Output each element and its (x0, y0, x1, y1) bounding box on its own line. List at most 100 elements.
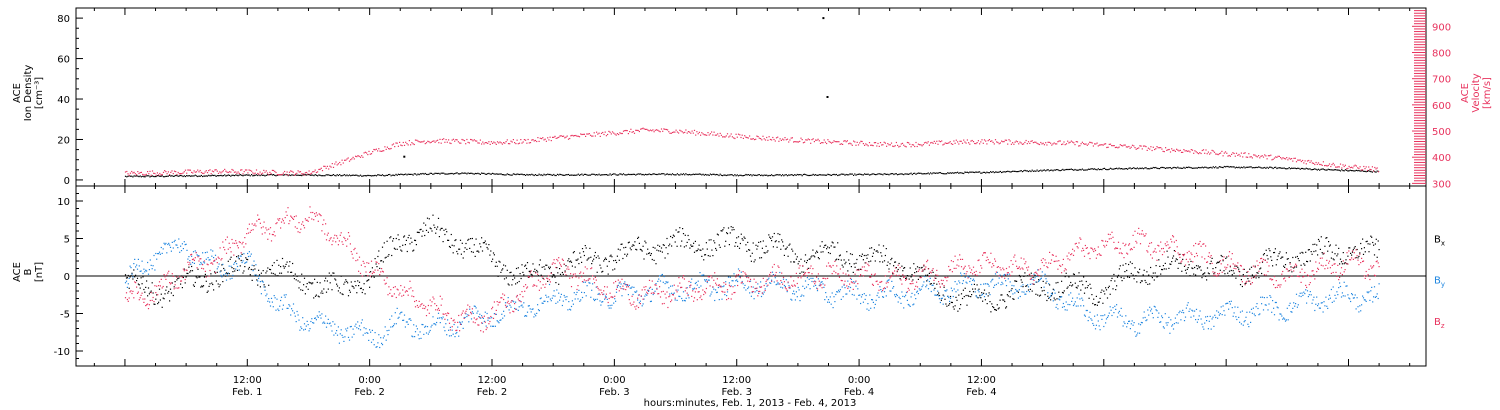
data-point (150, 292, 152, 294)
data-point (1102, 168, 1104, 170)
data-point (469, 308, 471, 310)
data-point (473, 305, 475, 307)
data-point (501, 313, 503, 315)
data-point (285, 173, 287, 176)
data-point (320, 175, 322, 177)
data-point (679, 174, 681, 176)
data-point (622, 130, 625, 132)
data-point (757, 283, 759, 285)
data-point (1179, 310, 1181, 312)
data-point (908, 304, 910, 306)
data-point (961, 142, 964, 144)
data-point (1158, 312, 1160, 314)
data-point (552, 274, 554, 276)
data-point (241, 169, 243, 171)
data-point (124, 282, 127, 284)
data-point (145, 175, 147, 177)
data-point (412, 174, 414, 176)
data-point (317, 295, 319, 297)
data-point (906, 141, 908, 144)
data-point (972, 279, 974, 281)
data-point (1286, 307, 1288, 309)
data-point (1226, 165, 1228, 168)
data-point (838, 141, 840, 143)
data-point (739, 242, 741, 245)
data-point (146, 280, 148, 282)
data-point (632, 173, 634, 175)
data-point (1116, 304, 1118, 306)
data-point (880, 289, 882, 291)
data-point (1027, 286, 1030, 288)
data-point (380, 337, 382, 339)
data-point (592, 260, 594, 262)
data-point (1210, 166, 1212, 168)
data-point (247, 174, 249, 176)
data-point (789, 243, 791, 245)
data-point (1137, 332, 1139, 334)
data-point (1098, 325, 1100, 327)
data-point (279, 272, 281, 274)
data-point (1213, 167, 1216, 169)
data-point (1273, 157, 1276, 159)
data-point (195, 276, 197, 278)
data-point (185, 243, 187, 245)
data-point (242, 260, 244, 262)
data-point (840, 298, 842, 300)
data-point (352, 174, 354, 176)
data-point (1336, 255, 1338, 257)
data-point (139, 172, 141, 174)
data-point (791, 137, 793, 139)
data-point (1322, 311, 1324, 313)
data-point (604, 295, 607, 297)
data-point (180, 283, 182, 285)
data-point (910, 276, 912, 278)
data-point (1052, 170, 1054, 172)
data-point (1327, 168, 1329, 170)
data-point (1176, 148, 1178, 150)
data-point (1079, 145, 1081, 147)
data-point (290, 170, 292, 172)
data-point (506, 269, 508, 271)
data-point (254, 274, 256, 276)
data-point (279, 305, 281, 307)
data-point (1063, 306, 1065, 308)
data-point (704, 134, 707, 136)
data-point (265, 295, 267, 297)
data-point (1029, 288, 1031, 290)
data-point (714, 242, 716, 244)
data-point (160, 293, 162, 295)
data-point (251, 170, 253, 172)
data-point (601, 271, 603, 273)
data-point (506, 173, 508, 175)
data-point (390, 236, 392, 238)
data-point (642, 173, 644, 176)
data-point (1022, 286, 1024, 288)
data-point (782, 241, 784, 243)
data-point (711, 131, 713, 133)
data-point (1007, 143, 1009, 145)
data-point (703, 274, 705, 276)
data-point (1351, 293, 1353, 295)
data-point (669, 293, 671, 295)
data-point (422, 141, 424, 143)
data-point (656, 129, 658, 131)
data-point (749, 135, 751, 137)
data-point (1014, 280, 1016, 282)
data-point (255, 174, 258, 176)
data-point (194, 281, 196, 284)
data-point (1006, 273, 1008, 276)
data-point (780, 139, 782, 141)
data-point (1217, 261, 1220, 264)
data-point (1106, 169, 1108, 171)
data-point (621, 295, 623, 297)
data-point (1120, 168, 1123, 170)
data-point (386, 330, 388, 332)
data-point (326, 280, 328, 282)
data-point (1157, 275, 1159, 277)
data-point (1158, 147, 1161, 149)
data-point (416, 328, 418, 330)
data-point (411, 142, 413, 144)
data-point (740, 136, 742, 139)
data-point (881, 173, 883, 175)
data-point (740, 233, 742, 235)
